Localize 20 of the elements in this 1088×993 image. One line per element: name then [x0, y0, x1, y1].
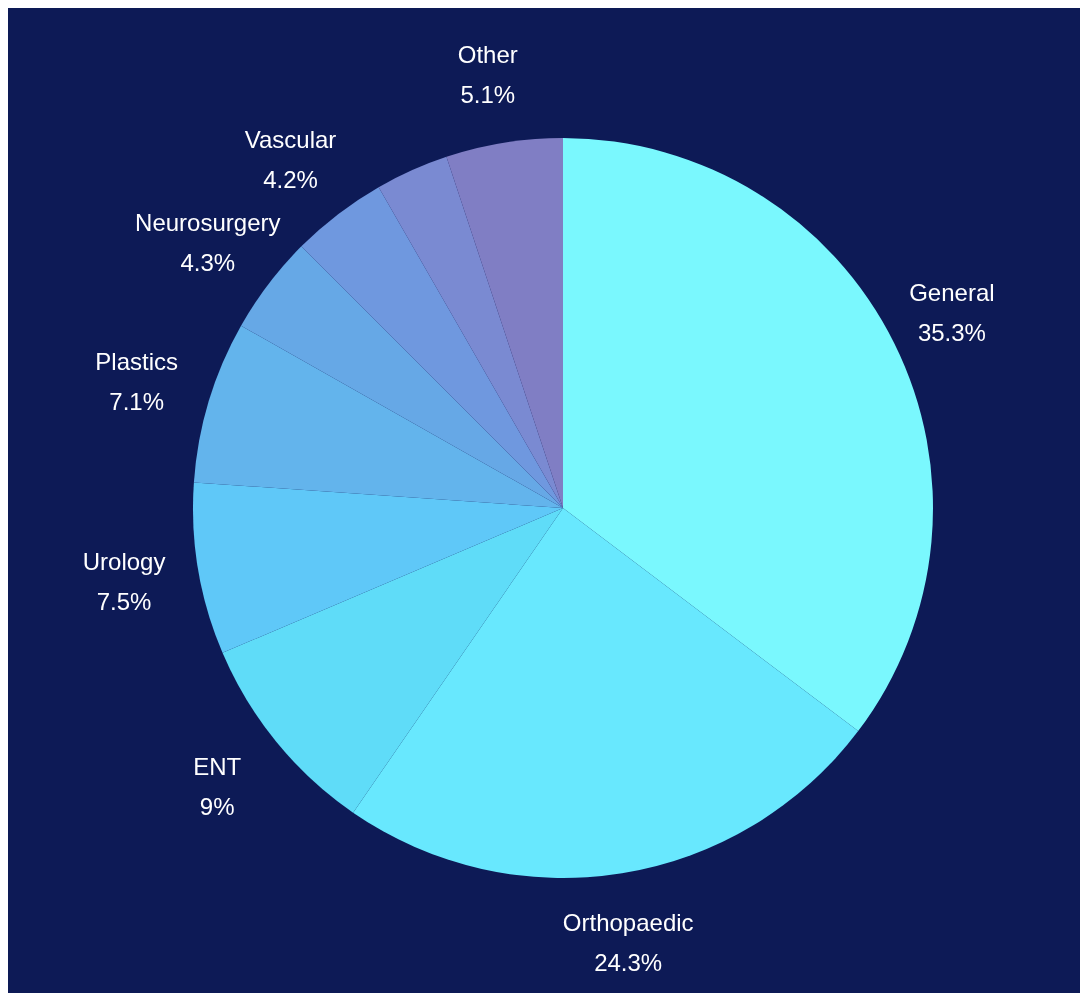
data-label: 9%	[199, 793, 235, 821]
pie-slice	[378, 156, 563, 508]
data-label: 4.2%	[263, 165, 318, 193]
slice-label: Orthopaedic	[562, 909, 694, 937]
slice-label: Plastics	[95, 348, 178, 376]
data-label: 7.5%	[96, 587, 152, 615]
data-label: 4.3%	[180, 248, 236, 276]
pie-slice	[193, 482, 563, 653]
slice-label: ENT	[193, 753, 242, 781]
pie-slice	[301, 187, 563, 508]
pie-slice	[446, 138, 563, 508]
data-label: 24.3%	[594, 949, 663, 977]
slice-label: General	[909, 278, 995, 306]
data-label: 5.1%	[460, 80, 516, 108]
slice-label: Vascular	[244, 125, 337, 153]
data-label: 7.1%	[109, 388, 164, 416]
slice-label: Neurosurgery	[135, 208, 281, 236]
slice-label: Other	[457, 40, 518, 68]
data-label: 35.3%	[917, 318, 986, 346]
slice-label: Urology	[82, 547, 166, 575]
